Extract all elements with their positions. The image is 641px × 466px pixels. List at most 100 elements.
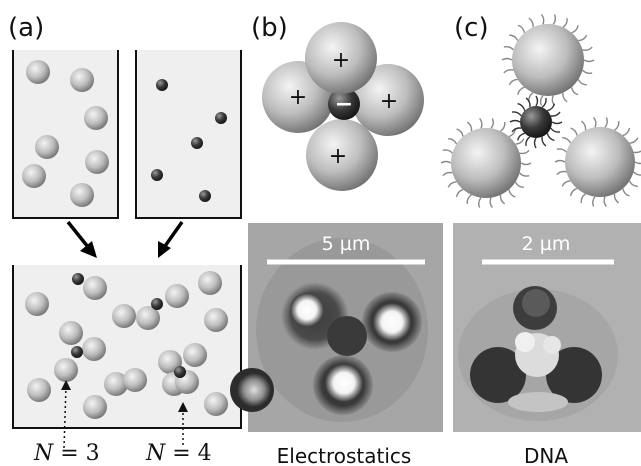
dna-strand <box>541 136 547 147</box>
dna-strand <box>613 193 620 204</box>
large-particle <box>59 321 83 345</box>
dna-strand <box>519 149 530 155</box>
dna-strand <box>533 137 537 149</box>
positive-charge: + <box>289 85 307 110</box>
dna-strand <box>603 196 607 207</box>
positive-charge: + <box>380 89 398 114</box>
dna-strand <box>525 97 531 108</box>
dna-strand <box>514 181 524 189</box>
dna-strand <box>556 170 567 176</box>
large-particle <box>22 164 46 188</box>
dna-strand <box>633 150 641 154</box>
dna-strand <box>547 103 556 112</box>
dna-strand <box>604 117 608 128</box>
small-particle <box>151 169 163 181</box>
dna-strand <box>478 197 482 208</box>
large-particle <box>83 395 107 419</box>
dna-strand <box>528 92 534 102</box>
large-particle <box>84 106 108 130</box>
dna-strand <box>571 25 579 34</box>
label-n3: N = 3 <box>33 441 100 466</box>
dna-strand <box>511 127 522 133</box>
mixing-arrow-right <box>158 220 184 258</box>
large-particle <box>25 292 49 316</box>
pointer-n4 <box>178 402 188 448</box>
small-particle <box>151 298 163 310</box>
large-particle <box>136 306 160 330</box>
panel-a-label: (a) <box>8 13 44 43</box>
dna-strand <box>570 127 578 136</box>
dna-strand <box>614 120 620 131</box>
dna-strand <box>634 161 641 165</box>
large-particle <box>82 337 106 361</box>
dna-strand <box>517 102 526 111</box>
dna-strand <box>499 194 506 205</box>
large-particle <box>204 392 228 416</box>
dna-strand <box>447 181 457 188</box>
large-particle <box>104 372 128 396</box>
large-particle <box>27 378 51 402</box>
mixing-arrow-left <box>66 220 97 258</box>
dna-strand <box>448 137 458 145</box>
dna-strand <box>515 138 525 145</box>
dna-strand <box>500 121 506 132</box>
dna-strand <box>442 171 453 177</box>
dna-strand <box>442 149 453 154</box>
dna-strand <box>622 188 630 197</box>
dna-strand <box>509 119 521 123</box>
dna-strand <box>511 111 522 117</box>
dna-strand <box>633 171 641 176</box>
dna-strand <box>577 79 587 86</box>
large-particle <box>35 135 59 159</box>
large-particle <box>70 183 94 207</box>
dna-strand <box>562 136 572 144</box>
dna-strand <box>456 128 464 137</box>
panel-b-label: (b) <box>251 13 288 43</box>
dna-strand <box>562 18 568 28</box>
small-particle <box>199 190 211 202</box>
dna-strand <box>593 117 597 128</box>
caption-electrostatics: Electrostatics <box>277 444 412 466</box>
small-particle <box>72 273 84 285</box>
caption-dna: DNA <box>524 444 568 466</box>
particles <box>22 60 228 419</box>
dna-strand <box>628 180 638 188</box>
dna-strand <box>519 172 530 177</box>
dna-strand <box>550 111 561 117</box>
dna-strand <box>455 188 464 198</box>
container-small-particles <box>135 50 242 219</box>
dna-strand <box>509 34 519 41</box>
dna-strand <box>562 92 568 103</box>
small-particle <box>191 137 203 149</box>
small-particle <box>215 112 227 124</box>
micrograph-electrostatics: 5 µm <box>230 223 443 432</box>
large-particle <box>198 271 222 295</box>
large-particle <box>26 60 50 84</box>
small-particle <box>156 79 168 91</box>
dna-strand <box>551 121 563 125</box>
dna-strand <box>550 127 561 133</box>
scale-bar-label: 2 µm <box>522 233 571 255</box>
dna-strand <box>556 148 567 153</box>
dna-strand <box>517 86 525 95</box>
large-particle <box>112 304 136 328</box>
label-n4: N = 4 <box>145 441 212 466</box>
dna-strand <box>552 14 557 25</box>
dna-strand <box>525 136 531 147</box>
small-particle <box>174 366 186 378</box>
dna-strand <box>508 78 518 86</box>
dna-strand <box>580 193 586 204</box>
dna-strand <box>466 194 472 205</box>
positive-charge: + <box>332 48 350 73</box>
dna-strand <box>578 34 588 42</box>
dna-strand <box>541 97 547 108</box>
dna-strand <box>508 128 517 138</box>
dna-strand <box>539 95 544 106</box>
dna-strand <box>583 59 595 63</box>
small-particle <box>71 346 83 358</box>
dna-strand <box>569 187 578 197</box>
large-particle <box>83 276 107 300</box>
dna-strand <box>554 159 566 163</box>
dna-strand <box>561 180 571 187</box>
